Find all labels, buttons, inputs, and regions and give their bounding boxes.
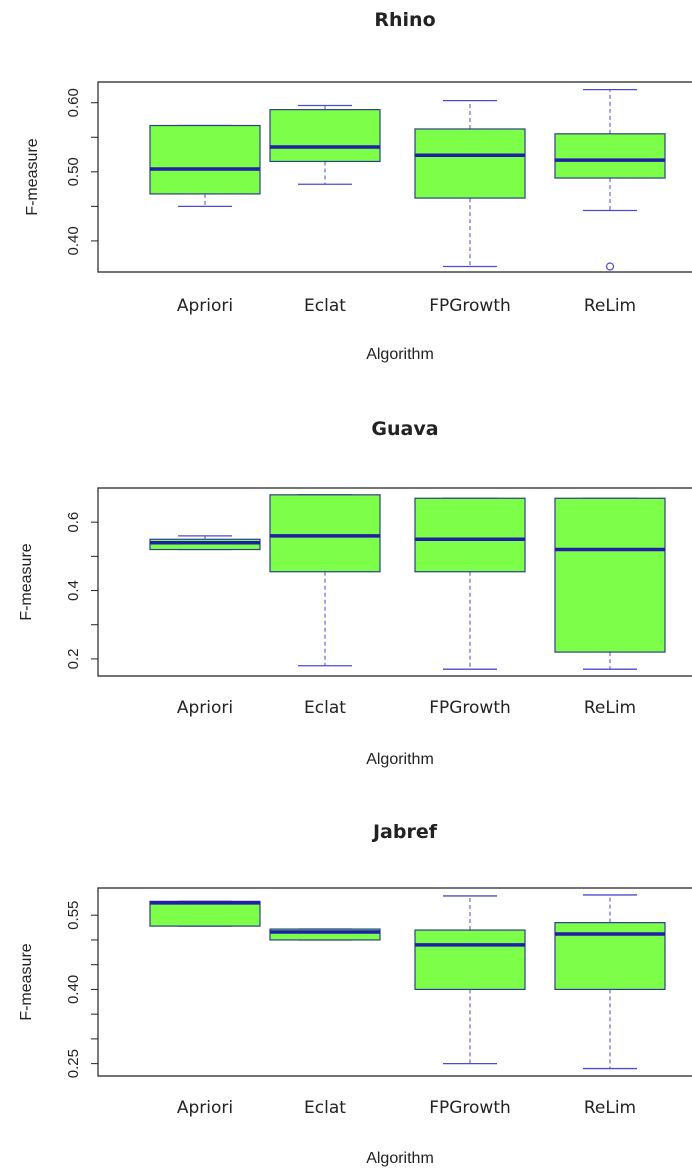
box-iqr — [414, 929, 526, 991]
box-fpgrowth — [414, 497, 526, 670]
box-fpgrowth — [414, 100, 526, 268]
x-category-label: ReLim — [584, 1098, 636, 1118]
plot-frame — [97, 887, 692, 1077]
plot-frame — [97, 81, 692, 273]
box-iqr — [414, 497, 526, 573]
box-relim — [554, 894, 666, 1070]
x-category-label: Apriori — [177, 698, 233, 718]
y-axis-label: F-measure — [18, 943, 35, 1020]
x-category-label: FPGrowth — [429, 1098, 511, 1118]
box-relim — [554, 88, 666, 271]
box-apriori — [149, 124, 261, 208]
box-iqr — [269, 494, 381, 573]
chart-panel-guava: Guava 0.2 0.4 0.6 F-measure Apriori Eclat FPGro… — [18, 418, 692, 768]
y-tick-label: 0.4 — [65, 580, 82, 601]
y-tick-label: 0.60 — [65, 88, 82, 117]
x-category-label: Apriori — [177, 296, 233, 316]
chart-title: Jabref — [371, 821, 438, 843]
box-apriori — [149, 535, 261, 551]
x-category-label: Eclat — [304, 296, 346, 316]
x-category-label: Eclat — [304, 1098, 346, 1118]
x-category-label: FPGrowth — [429, 296, 511, 316]
y-axis-label: F-measure — [18, 543, 35, 620]
y-axis-label: F-measure — [24, 138, 41, 215]
box-fpgrowth — [414, 895, 526, 1065]
chart-panel-rhino: Rhino 0.40 0.50 0.60 F-measure Apriori Eclat FP… — [24, 9, 692, 363]
x-category-label: Eclat — [304, 698, 346, 718]
box-iqr — [269, 928, 381, 941]
x-axis-label: Algorithm — [366, 346, 434, 363]
plot-frame — [97, 487, 692, 677]
x-category-label: Apriori — [177, 1098, 233, 1118]
x-category-label: ReLim — [584, 296, 636, 316]
x-axis-label: Algorithm — [366, 1150, 434, 1167]
outlier-point — [605, 262, 615, 271]
y-tick-label: 0.6 — [65, 512, 82, 533]
y-tick-label: 0.40 — [65, 226, 82, 255]
chart-title: Rhino — [374, 9, 435, 31]
box-iqr — [149, 900, 261, 927]
chart-title: Guava — [371, 418, 438, 440]
chart-panel-jabref: Jabref 0.25 0.40 0.55 F-measure Apriori Eclat F… — [18, 821, 692, 1167]
y-tick-label: 0.50 — [65, 157, 82, 186]
x-axis-label: Algorithm — [366, 751, 434, 768]
box-iqr — [554, 497, 666, 653]
box-eclat — [269, 494, 381, 667]
box-iqr — [149, 124, 261, 195]
box-apriori — [149, 900, 261, 927]
box-iqr — [554, 133, 666, 179]
box-eclat — [269, 928, 381, 941]
y-tick-label: 0.25 — [65, 1049, 82, 1078]
y-tick-label: 0.55 — [65, 901, 82, 930]
x-category-label: FPGrowth — [429, 698, 511, 718]
y-tick-label: 0.40 — [65, 975, 82, 1004]
box-iqr — [269, 109, 381, 163]
box-eclat — [269, 104, 381, 185]
y-tick-label: 0.2 — [65, 648, 82, 669]
box-relim — [554, 497, 666, 670]
box-iqr — [414, 128, 526, 199]
x-category-label: ReLim — [584, 698, 636, 718]
